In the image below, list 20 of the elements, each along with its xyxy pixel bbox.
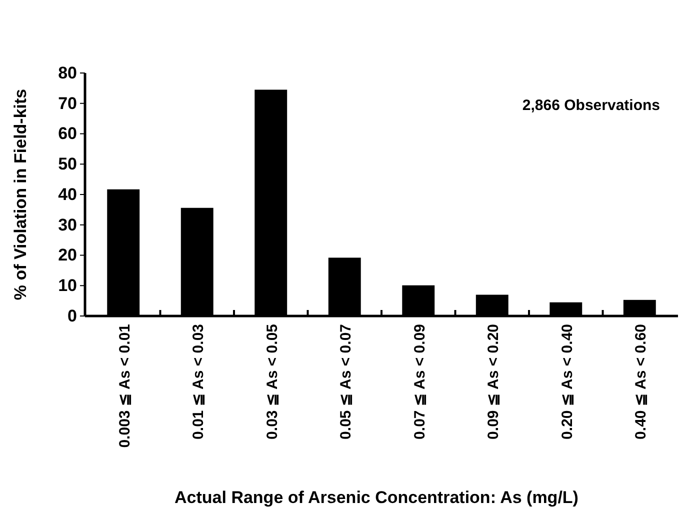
x-tick-label: 0.09 ≦ As < 0.20 bbox=[485, 324, 502, 440]
x-tick-label: 0.05 ≦ As < 0.07 bbox=[338, 324, 355, 440]
x-tick-label: 0.40 ≦ As < 0.60 bbox=[632, 324, 650, 440]
y-tick-label: 80 bbox=[58, 63, 77, 82]
y-tick-label: 70 bbox=[58, 94, 77, 113]
x-axis-title: Actual Range of Arsenic Concentration: As (mg/L) bbox=[174, 488, 578, 507]
y-tick-label: 50 bbox=[58, 154, 77, 174]
annotation: 2,866 Observations bbox=[522, 97, 660, 114]
y-tick-label: 10 bbox=[58, 276, 77, 296]
x-tick-label: 0.003 ≦ As < 0.01 bbox=[116, 324, 134, 448]
y-tick-label: 0 bbox=[68, 306, 77, 326]
x-tick-label: 0.07 ≦ As < 0.09 bbox=[411, 324, 428, 440]
y-tick-label: 60 bbox=[58, 124, 77, 144]
x-tick-label: 0.03 ≦ As < 0.05 bbox=[264, 324, 281, 440]
y-tick-label: 40 bbox=[58, 184, 77, 204]
x-tick-label: 0.01 ≦ As < 0.03 bbox=[190, 324, 208, 440]
x-tick-label: 0.20 ≦ As < 0.40 bbox=[558, 324, 576, 440]
y-axis-title: % of Violation in Field-kits bbox=[11, 88, 30, 300]
y-tick-label: 30 bbox=[58, 215, 77, 234]
y-tick-label: 20 bbox=[58, 246, 77, 265]
